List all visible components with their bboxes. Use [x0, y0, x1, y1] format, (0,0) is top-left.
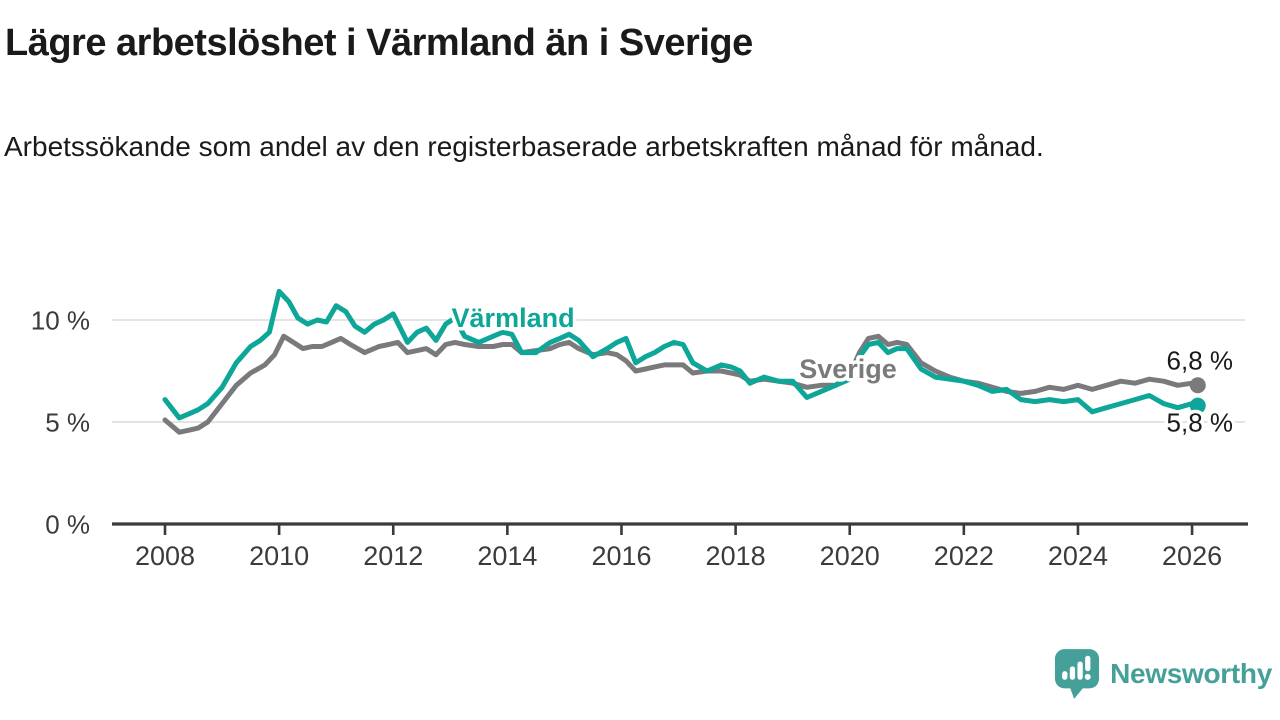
- vrmland-series-label: Värmland: [452, 303, 575, 333]
- vrmland-end-value-label: 5,8 %: [1167, 408, 1234, 438]
- sverige-end-dot: [1189, 377, 1206, 394]
- speech-bubble-shape: [1055, 649, 1100, 699]
- newsworthy-logo-icon: [1055, 649, 1100, 699]
- exclamation-bar: [1085, 655, 1091, 672]
- sverige-end-value-label: 6,8 %: [1167, 345, 1234, 375]
- exclamation-dot: [1084, 673, 1091, 680]
- x-tick-label-2026: 2026: [1162, 541, 1222, 571]
- bar-small: [1062, 671, 1068, 680]
- vrmland-line: [162, 288, 1201, 421]
- page-title: Lägre arbetslöshet i Värmland än i Sveri…: [5, 22, 753, 64]
- x-tick-label-2016: 2016: [591, 541, 651, 571]
- sverige-line: [162, 333, 1201, 435]
- vrmland-end-dot: [1189, 397, 1206, 414]
- chart-subtitle: Arbetssökande som andel av den registerb…: [4, 131, 1044, 162]
- x-tick-label-2010: 2010: [249, 541, 309, 571]
- y-tick-label-10: 10 %: [31, 306, 90, 336]
- x-tick-label-2024: 2024: [1048, 541, 1108, 571]
- x-tick-label-2008: 2008: [135, 541, 195, 571]
- x-tick-label-2018: 2018: [706, 541, 766, 571]
- y-tick-label-0: 0 %: [45, 510, 90, 540]
- bar-large: [1077, 661, 1083, 680]
- newsworthy-logo: Newsworthy: [1054, 646, 1272, 702]
- chart-canvas: 0 % 5 % 10 % 2008 2010 2012 2014 2016 2018 2020 20…: [31, 288, 1248, 571]
- x-tick-label-2020: 2020: [820, 541, 880, 571]
- bar-medium: [1069, 666, 1076, 680]
- x-tick-label-2012: 2012: [363, 541, 423, 571]
- y-tick-label-5: 5 %: [45, 408, 90, 438]
- x-tick-label-2022: 2022: [934, 541, 994, 571]
- sverige-series-label: Sverige: [799, 354, 897, 384]
- unemployment-line-chart: 0 % 5 % 10 % 2008 2010 2012 2014 2016 2018 2020 20…: [0, 250, 1280, 590]
- newsworthy-logo-text: Newsworthy: [1110, 658, 1272, 689]
- x-tick-label-2014: 2014: [477, 541, 537, 571]
